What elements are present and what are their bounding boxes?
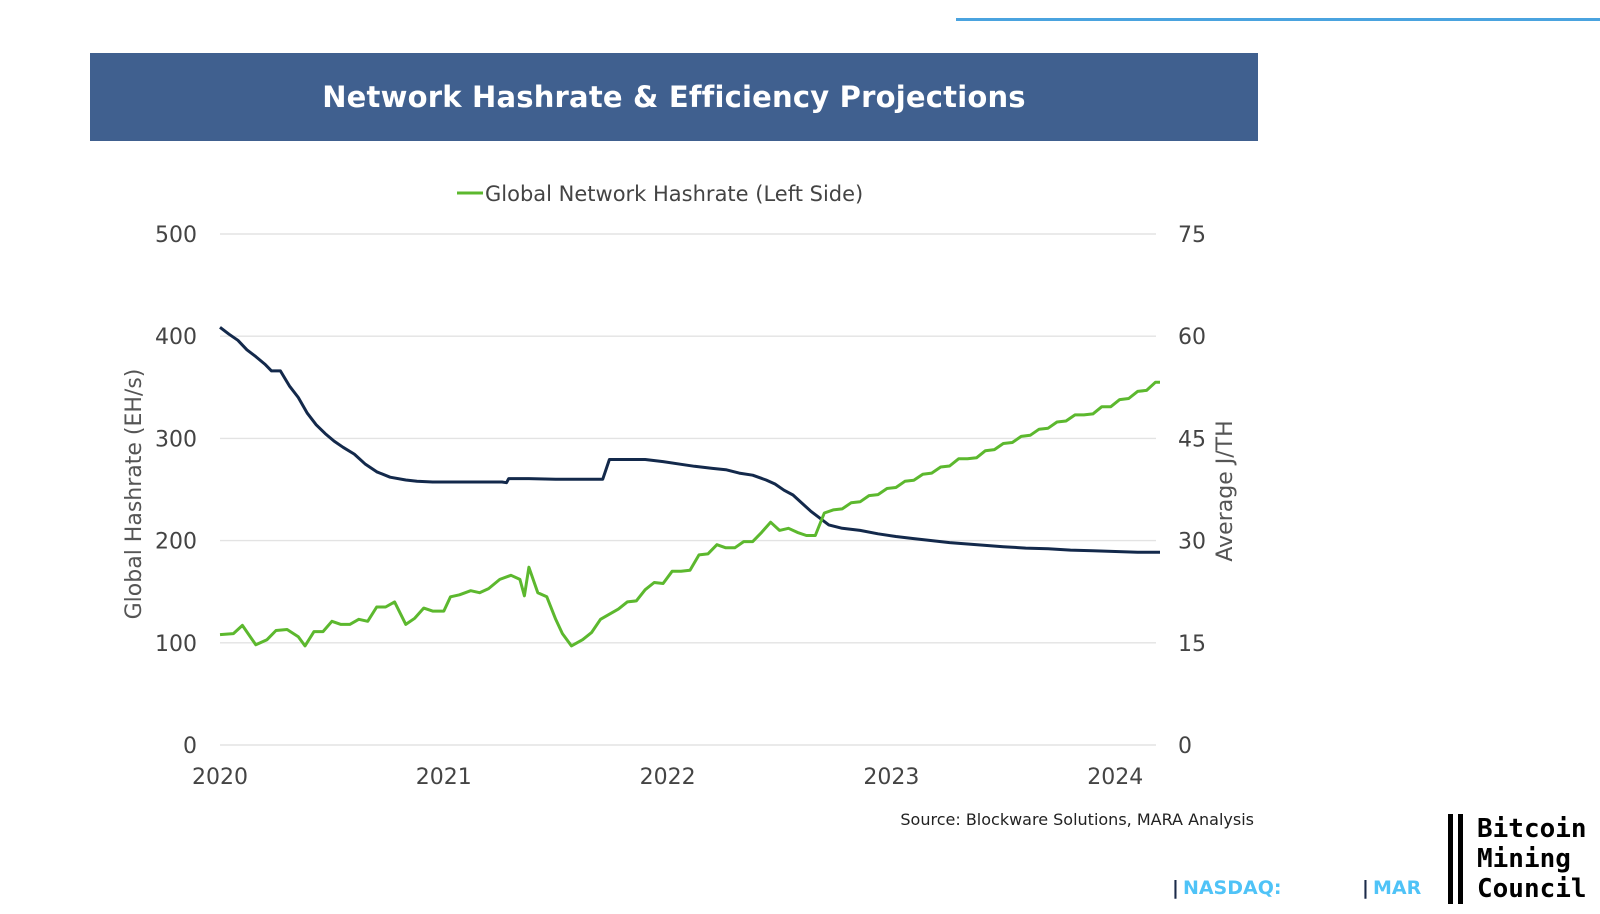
- bitcoin-mining-council-logo: Bitcoin Mining Council: [1448, 814, 1587, 906]
- series-line-average-jth: [219, 326, 1160, 554]
- left-tick-label: 400: [155, 325, 197, 350]
- right-tick-label: 45: [1178, 427, 1206, 452]
- left-axis-label: Global Hashrate (EH/s): [122, 369, 147, 620]
- grid-lines: [220, 233, 1156, 746]
- x-axis-ticks: 2020 2021 2022 2023 2024: [192, 765, 1143, 790]
- right-tick-label: 60: [1178, 325, 1206, 350]
- series-line-global-network-hashrate: [219, 380, 1160, 648]
- ticker-label: | MAR: [1362, 877, 1421, 899]
- logo-wordmark: Bitcoin Mining Council: [1477, 814, 1587, 904]
- x-tick-label: 2020: [192, 765, 248, 790]
- top-accent-rule: [956, 18, 1600, 21]
- right-axis-label: Average J/TH: [1213, 420, 1238, 561]
- page-title: Network Hashrate & Efficiency Projection…: [322, 80, 1026, 114]
- ticker-text: MAR: [1372, 877, 1422, 899]
- nasdaq-text: NASDAQ:: [1182, 877, 1282, 899]
- left-axis-ticks: 0 100 200 300 400 500: [155, 223, 197, 759]
- divider-bar: |: [1362, 877, 1369, 899]
- right-tick-label: 0: [1178, 734, 1192, 759]
- right-tick-label: 30: [1178, 530, 1206, 555]
- legend-label-hashrate: Global Network Hashrate (Left Side): [485, 182, 863, 206]
- logo-mark: [1448, 814, 1463, 906]
- left-tick-label: 100: [155, 632, 197, 657]
- source-note: Source: Blockware Solutions, MARA Analys…: [900, 810, 1254, 829]
- left-tick-label: 300: [155, 427, 197, 452]
- left-tick-label: 200: [155, 530, 197, 555]
- x-tick-label: 2021: [416, 765, 472, 790]
- title-banner: Network Hashrate & Efficiency Projection…: [90, 53, 1258, 141]
- left-tick-label: 0: [183, 734, 197, 759]
- left-tick-label: 500: [155, 223, 197, 248]
- right-axis-ticks: 0 15 30 45 60 75: [1178, 223, 1206, 759]
- right-tick-label: 75: [1178, 223, 1206, 248]
- x-tick-label: 2022: [640, 765, 696, 790]
- right-tick-label: 15: [1178, 632, 1206, 657]
- x-tick-label: 2024: [1087, 765, 1143, 790]
- nasdaq-label: | NASDAQ:: [1172, 877, 1281, 899]
- divider-bar: |: [1172, 877, 1179, 899]
- legend: Global Network Hashrate (Left Side): [457, 182, 863, 206]
- x-tick-label: 2023: [863, 765, 919, 790]
